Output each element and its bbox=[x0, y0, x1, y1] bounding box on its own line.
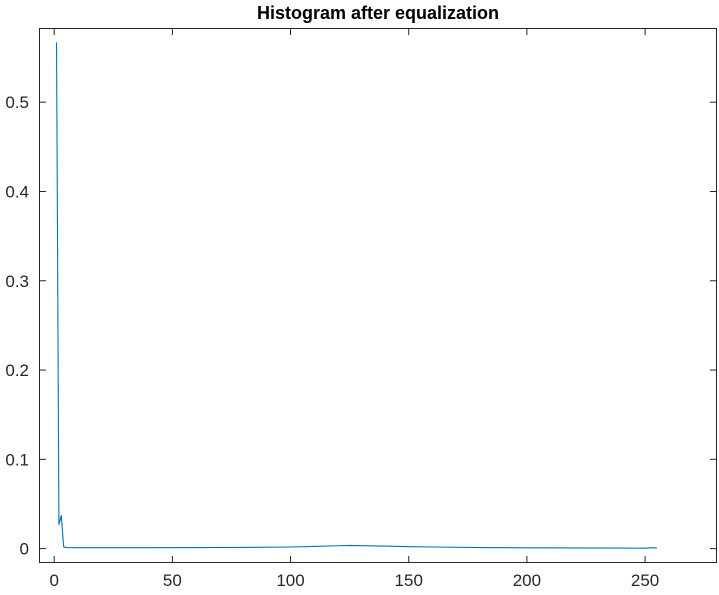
x-tick-label: 200 bbox=[513, 571, 541, 590]
y-tick-label: 0 bbox=[20, 540, 29, 559]
axis-tick-labels: 0 50 100 150 200 250 0 0.1 0.2 0.3 0.4 0.5 bbox=[5, 93, 659, 590]
y-tick-label: 0.1 bbox=[5, 450, 29, 469]
y-tick-label: 0.5 bbox=[5, 93, 29, 112]
x-tick-label: 250 bbox=[631, 571, 659, 590]
plot-area-box bbox=[39, 28, 717, 563]
x-tick-label: 50 bbox=[163, 571, 182, 590]
chart-title: Histogram after equalization bbox=[257, 3, 499, 23]
y-tick-label: 0.2 bbox=[5, 361, 29, 380]
series-line bbox=[56, 42, 657, 549]
x-tick-label: 100 bbox=[276, 571, 304, 590]
y-tick-label: 0.3 bbox=[5, 272, 29, 291]
axis-ticks bbox=[40, 29, 716, 562]
series-layer bbox=[56, 42, 657, 549]
x-tick-label: 150 bbox=[395, 571, 423, 590]
y-tick-label: 0.4 bbox=[5, 182, 29, 201]
x-tick-label: 0 bbox=[49, 571, 58, 590]
